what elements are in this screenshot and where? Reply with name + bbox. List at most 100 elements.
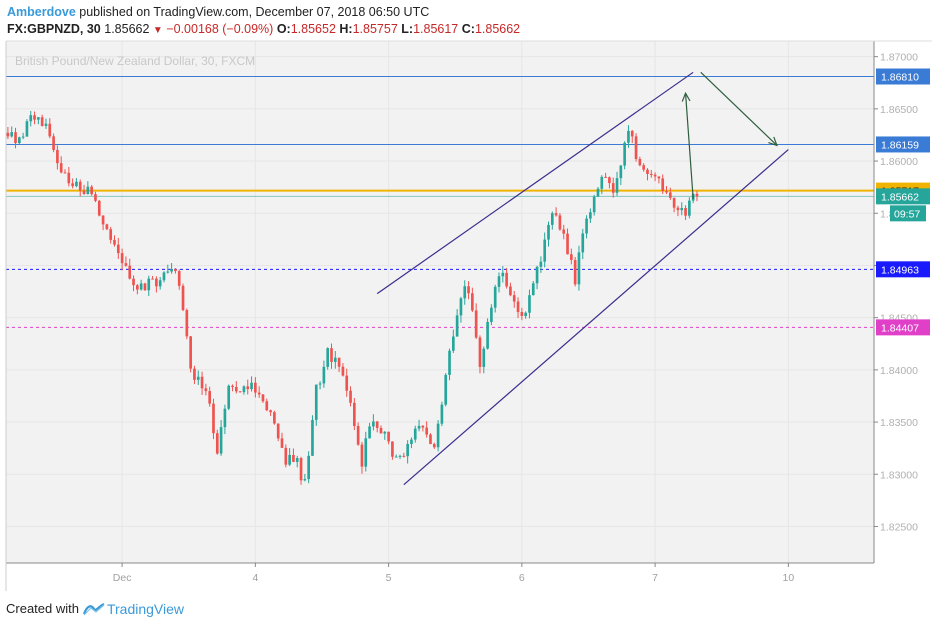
- candle-body: [570, 254, 573, 261]
- candle-body: [212, 403, 215, 434]
- candle-body: [139, 283, 143, 290]
- candle-body: [33, 115, 36, 120]
- candle-body: [539, 261, 543, 267]
- symbol-name[interactable]: FX:GBPNZD, 30: [7, 22, 101, 36]
- candle-body: [132, 278, 135, 286]
- candle-body: [531, 283, 535, 296]
- candle-body: [478, 337, 482, 367]
- countdown-badge: [890, 205, 926, 222]
- candle-body: [21, 136, 25, 138]
- candle-body: [653, 174, 657, 177]
- candle-body: [520, 312, 524, 317]
- candle-body: [299, 458, 303, 481]
- candle-body: [455, 315, 459, 337]
- author-name[interactable]: Amberdove: [7, 5, 76, 19]
- candle-body: [40, 117, 44, 126]
- candle-body: [562, 229, 566, 234]
- candle-body: [78, 181, 82, 191]
- candle-body: [668, 192, 672, 198]
- candle-body: [128, 265, 132, 279]
- price-labels: 1.868101.861591.857171.856621.849631.844…: [876, 68, 930, 336]
- candle-body: [600, 176, 604, 189]
- candle-body: [471, 293, 474, 311]
- arrow-head-icon: [768, 136, 778, 147]
- time-axis[interactable]: Dec 4 5 6 7 10: [113, 563, 795, 584]
- candle-body: [558, 215, 562, 230]
- candle-body: [349, 390, 352, 403]
- candle-body: [29, 115, 33, 122]
- time-tick-label: 6: [519, 572, 525, 584]
- candle-body: [109, 229, 113, 240]
- low-label: L:: [401, 22, 414, 36]
- candle-body: [630, 130, 634, 137]
- candle-body: [402, 455, 406, 457]
- candle-body: [516, 301, 520, 313]
- price-level-label: 1.85662: [881, 191, 919, 203]
- candle-body: [672, 197, 676, 208]
- candle-body: [326, 348, 330, 367]
- candle-body: [627, 130, 630, 143]
- candle-body: [280, 438, 284, 448]
- candle-body: [44, 123, 48, 126]
- candle-body: [463, 286, 467, 299]
- last-price: 1.85662: [104, 22, 150, 36]
- down-triangle-icon: ▼: [152, 25, 163, 36]
- candle-body: [234, 386, 238, 392]
- candle-body: [657, 176, 661, 179]
- candle-body: [307, 455, 310, 480]
- candle-body: [288, 455, 291, 465]
- candle-body: [611, 183, 615, 193]
- candle-body: [113, 239, 116, 245]
- candle-body: [432, 443, 436, 448]
- candle-body: [387, 431, 390, 442]
- candle-body: [486, 321, 489, 349]
- candle-body: [56, 149, 59, 164]
- candle-body: [375, 421, 379, 428]
- candle-body: [509, 286, 512, 296]
- candle-body: [596, 188, 600, 197]
- candle-body: [193, 368, 196, 380]
- candle-body: [155, 278, 158, 287]
- candle-body: [436, 423, 440, 448]
- candle-body: [482, 348, 486, 367]
- candle-body: [318, 383, 322, 385]
- candle-body: [219, 427, 223, 454]
- candle-body: [227, 385, 231, 409]
- candle-body: [391, 441, 394, 457]
- candle-body: [71, 183, 74, 187]
- candle-body: [200, 376, 204, 389]
- tradingview-brand[interactable]: TradingView: [106, 601, 185, 617]
- open-label: O:: [276, 22, 291, 36]
- candle-body: [101, 215, 105, 225]
- candle-body: [410, 439, 413, 445]
- high-value: 1.85757: [352, 22, 398, 36]
- candle-body: [353, 402, 356, 427]
- price-change: −0.00168 (−0.09%): [166, 22, 274, 36]
- candle-body: [116, 244, 120, 254]
- candle-body: [379, 427, 383, 434]
- candle-body: [333, 357, 337, 362]
- tradingview-logo-icon: [82, 602, 105, 616]
- countdown-label: 09:57: [894, 208, 920, 220]
- candle-body: [196, 376, 200, 380]
- candle-body: [634, 136, 638, 160]
- price-axis-background: [874, 41, 932, 563]
- candle-body: [368, 426, 371, 439]
- time-tick-label: 4: [252, 572, 258, 584]
- candle-body: [166, 271, 170, 273]
- footer: Created with TradingView: [6, 600, 184, 618]
- close-label: C:: [461, 22, 475, 36]
- price-level-badge: [876, 188, 930, 205]
- candle-body: [493, 286, 497, 308]
- candle-body: [105, 224, 109, 230]
- candle-body: [444, 374, 448, 405]
- candle-body: [143, 283, 147, 291]
- arrow-line: [700, 71, 778, 146]
- low-value: 1.85617: [413, 22, 459, 36]
- candle-body: [501, 272, 505, 277]
- drawings: [376, 71, 789, 486]
- candle-body: [303, 479, 307, 481]
- candle-body: [394, 456, 398, 458]
- candle-body: [37, 117, 40, 120]
